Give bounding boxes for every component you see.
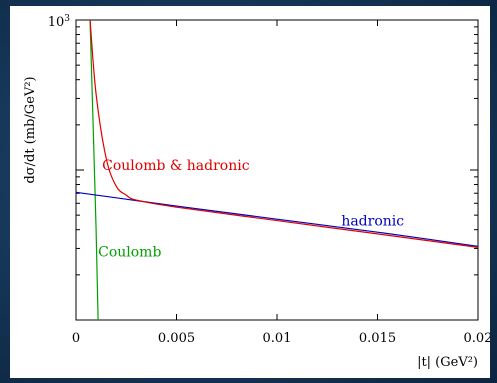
chart-frame: 0 0.005 0.01 0.015 0.02 103 |t| (GeV²) dσ/dt (m… bbox=[10, 6, 490, 378]
x-tick-label: 0.005 bbox=[158, 331, 195, 346]
axes bbox=[75, 19, 479, 321]
series-label-hadronic: hadronic bbox=[341, 214, 404, 230]
y-tick-label: 103 bbox=[48, 14, 71, 30]
x-tick-label: 0.015 bbox=[359, 331, 396, 346]
x-tick-label: 0 bbox=[72, 331, 80, 346]
chart-svg: 0 0.005 0.01 0.015 0.02 103 |t| (GeV²) dσ/dt (m… bbox=[23, 14, 490, 370]
series-line-coulomb-hadronic bbox=[89, 20, 478, 248]
series-group bbox=[76, 20, 478, 320]
y-axis-title: dσ/dt (mb/GeV²) bbox=[23, 76, 38, 183]
x-axis-title: |t| (GeV²) bbox=[417, 355, 478, 370]
labels-group: 0 0.005 0.01 0.015 0.02 103 |t| (GeV²) dσ/dt (m… bbox=[23, 14, 490, 370]
x-tick-label: 0.02 bbox=[464, 331, 490, 346]
series-line-coulomb bbox=[89, 20, 99, 320]
series-label-coulomb: Coulomb bbox=[98, 245, 161, 261]
x-tick-label: 0.01 bbox=[263, 331, 292, 346]
series-label-coulomb-hadronic: Coulomb & hadronic bbox=[102, 158, 250, 174]
